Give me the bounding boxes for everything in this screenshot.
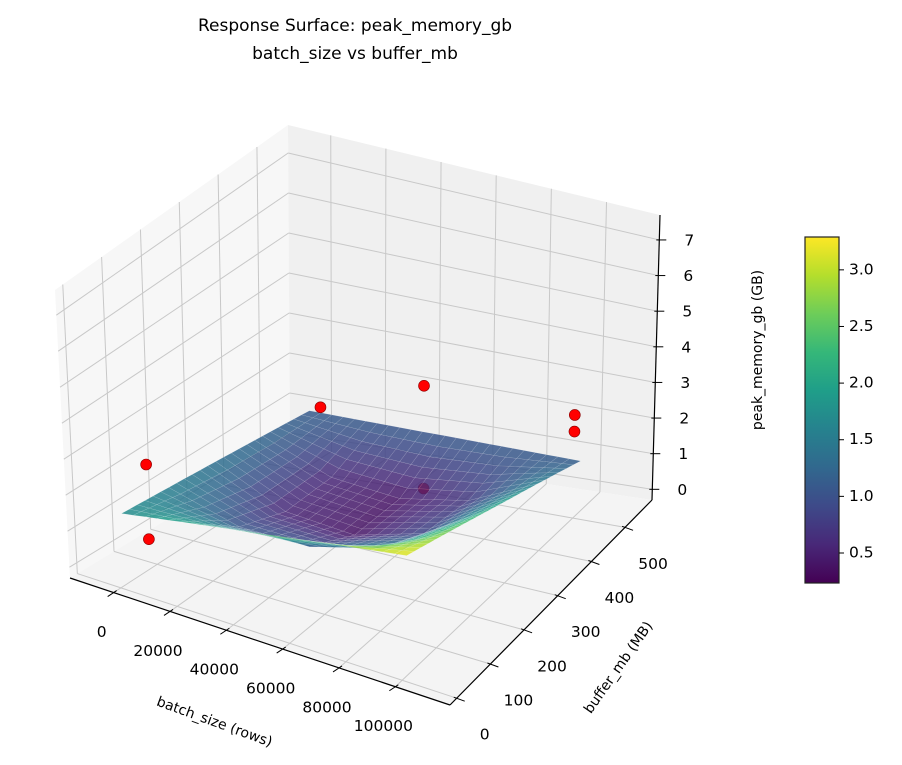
x-axis-line (69, 577, 451, 706)
back-gridline-z (289, 352, 655, 419)
back-gridline-z (289, 392, 654, 455)
x-tick (276, 646, 286, 654)
back-gridline-z (288, 152, 660, 241)
x-tick (332, 665, 343, 673)
surface-patch (503, 491, 523, 500)
z-tick-label: 7 (684, 231, 694, 249)
y-tick (453, 696, 465, 702)
surface-patch (452, 519, 473, 527)
left-gridline-z (57, 192, 289, 352)
left-gridline-y (178, 201, 188, 508)
back-gridline-z (288, 232, 658, 312)
x-tick (163, 609, 174, 616)
back-gridline-z (288, 192, 659, 277)
left-gridline-y (139, 229, 152, 530)
floor-gridline-x (395, 491, 601, 688)
z-tick-label: 5 (682, 303, 692, 321)
left-gridline-z (61, 272, 290, 424)
y-tick-label: 400 (605, 589, 635, 607)
x-tick-label: 20000 (133, 642, 182, 660)
x-tick-label: 60000 (246, 680, 295, 698)
left-gridline-z (65, 352, 290, 496)
data-point (568, 409, 581, 421)
z-tick-label: 6 (683, 267, 693, 285)
x-tick-label: 0 (97, 623, 107, 641)
y-tick (520, 628, 533, 634)
surface-patch (409, 543, 429, 548)
x-tick-label: 40000 (190, 661, 239, 679)
x-tick-label: 80000 (302, 698, 351, 716)
colorbar-tick-label: 1.5 (849, 430, 874, 448)
z-axis-label: peak_memory_gb (GB) (750, 270, 766, 430)
left-gridline-y (62, 284, 78, 574)
colorbar-tick-label: 0.5 (849, 543, 874, 561)
surface-patch (474, 507, 494, 516)
surface-patch (393, 550, 415, 556)
data-point (568, 425, 581, 438)
left-gridline-y (217, 174, 225, 485)
back-gridline-x (438, 162, 442, 468)
x-tick (389, 684, 399, 692)
z-tick-label: 0 (677, 481, 687, 499)
y-tick-label: 300 (571, 623, 601, 641)
y-tick-label: 100 (504, 692, 534, 710)
chart-title-line-1: Response Surface: peak_memory_gb (198, 16, 512, 36)
colorbar-tick-label: 2.5 (849, 317, 874, 335)
left-gridline-z (59, 232, 289, 388)
axis-lines (69, 214, 667, 706)
z-tick-label: 4 (681, 338, 691, 356)
back-gridline-x (384, 148, 387, 460)
left-gridline-y (256, 146, 262, 463)
y-tick-label: 200 (537, 657, 567, 675)
data-point (418, 379, 430, 392)
back-gridline-x (492, 175, 497, 476)
z-tick-label: 1 (678, 445, 688, 463)
chart-title-line-2: batch_size vs buffer_mb (252, 44, 458, 64)
floor-gridline-y (113, 550, 491, 665)
back-gridline-z (289, 312, 656, 383)
colorbar-tick-label: 1.0 (849, 487, 874, 505)
x-tick-label: 100000 (354, 717, 413, 735)
z-tick-label: 2 (679, 410, 689, 428)
y-axis-line (449, 499, 653, 706)
y-tick (588, 560, 600, 565)
left-gridline-z (63, 312, 290, 460)
back-gridline-x (330, 135, 333, 452)
z-axis-line (651, 214, 661, 501)
floor-gridline-y (77, 573, 457, 699)
z-tick-label: 3 (680, 374, 690, 392)
y-tick-label: 500 (638, 555, 668, 573)
colorbar: 0.5 1.0 1.5 2.0 2.5 3.0 (804, 236, 874, 584)
x-axis-label: batch_size (rows) (154, 694, 274, 751)
back-gridline-x (545, 188, 552, 484)
back-gridline-z (288, 272, 657, 348)
x-tick (220, 627, 230, 635)
colorbar-tick-label: 3.0 (849, 260, 874, 278)
surface-patch (416, 539, 436, 545)
left-gridline-z (67, 392, 290, 532)
y-tick (621, 525, 634, 531)
response-surface (120, 410, 582, 556)
floor-gridline-y (150, 528, 525, 631)
scatter-points (140, 379, 581, 471)
data-point (143, 533, 155, 545)
back-gridline-x (599, 202, 608, 493)
data-point (314, 401, 327, 414)
colorbar-tick-label: 2.0 (849, 374, 874, 392)
data-point (140, 458, 152, 471)
y-tick-label: 0 (480, 726, 490, 744)
left-gridline-z (56, 152, 289, 316)
colorbar-gradient (804, 236, 840, 584)
y-tick (487, 662, 499, 668)
left-gridline-y (101, 256, 115, 552)
x-tick (107, 590, 117, 598)
y-tick (554, 594, 566, 600)
floor-gridline-x (338, 483, 547, 669)
